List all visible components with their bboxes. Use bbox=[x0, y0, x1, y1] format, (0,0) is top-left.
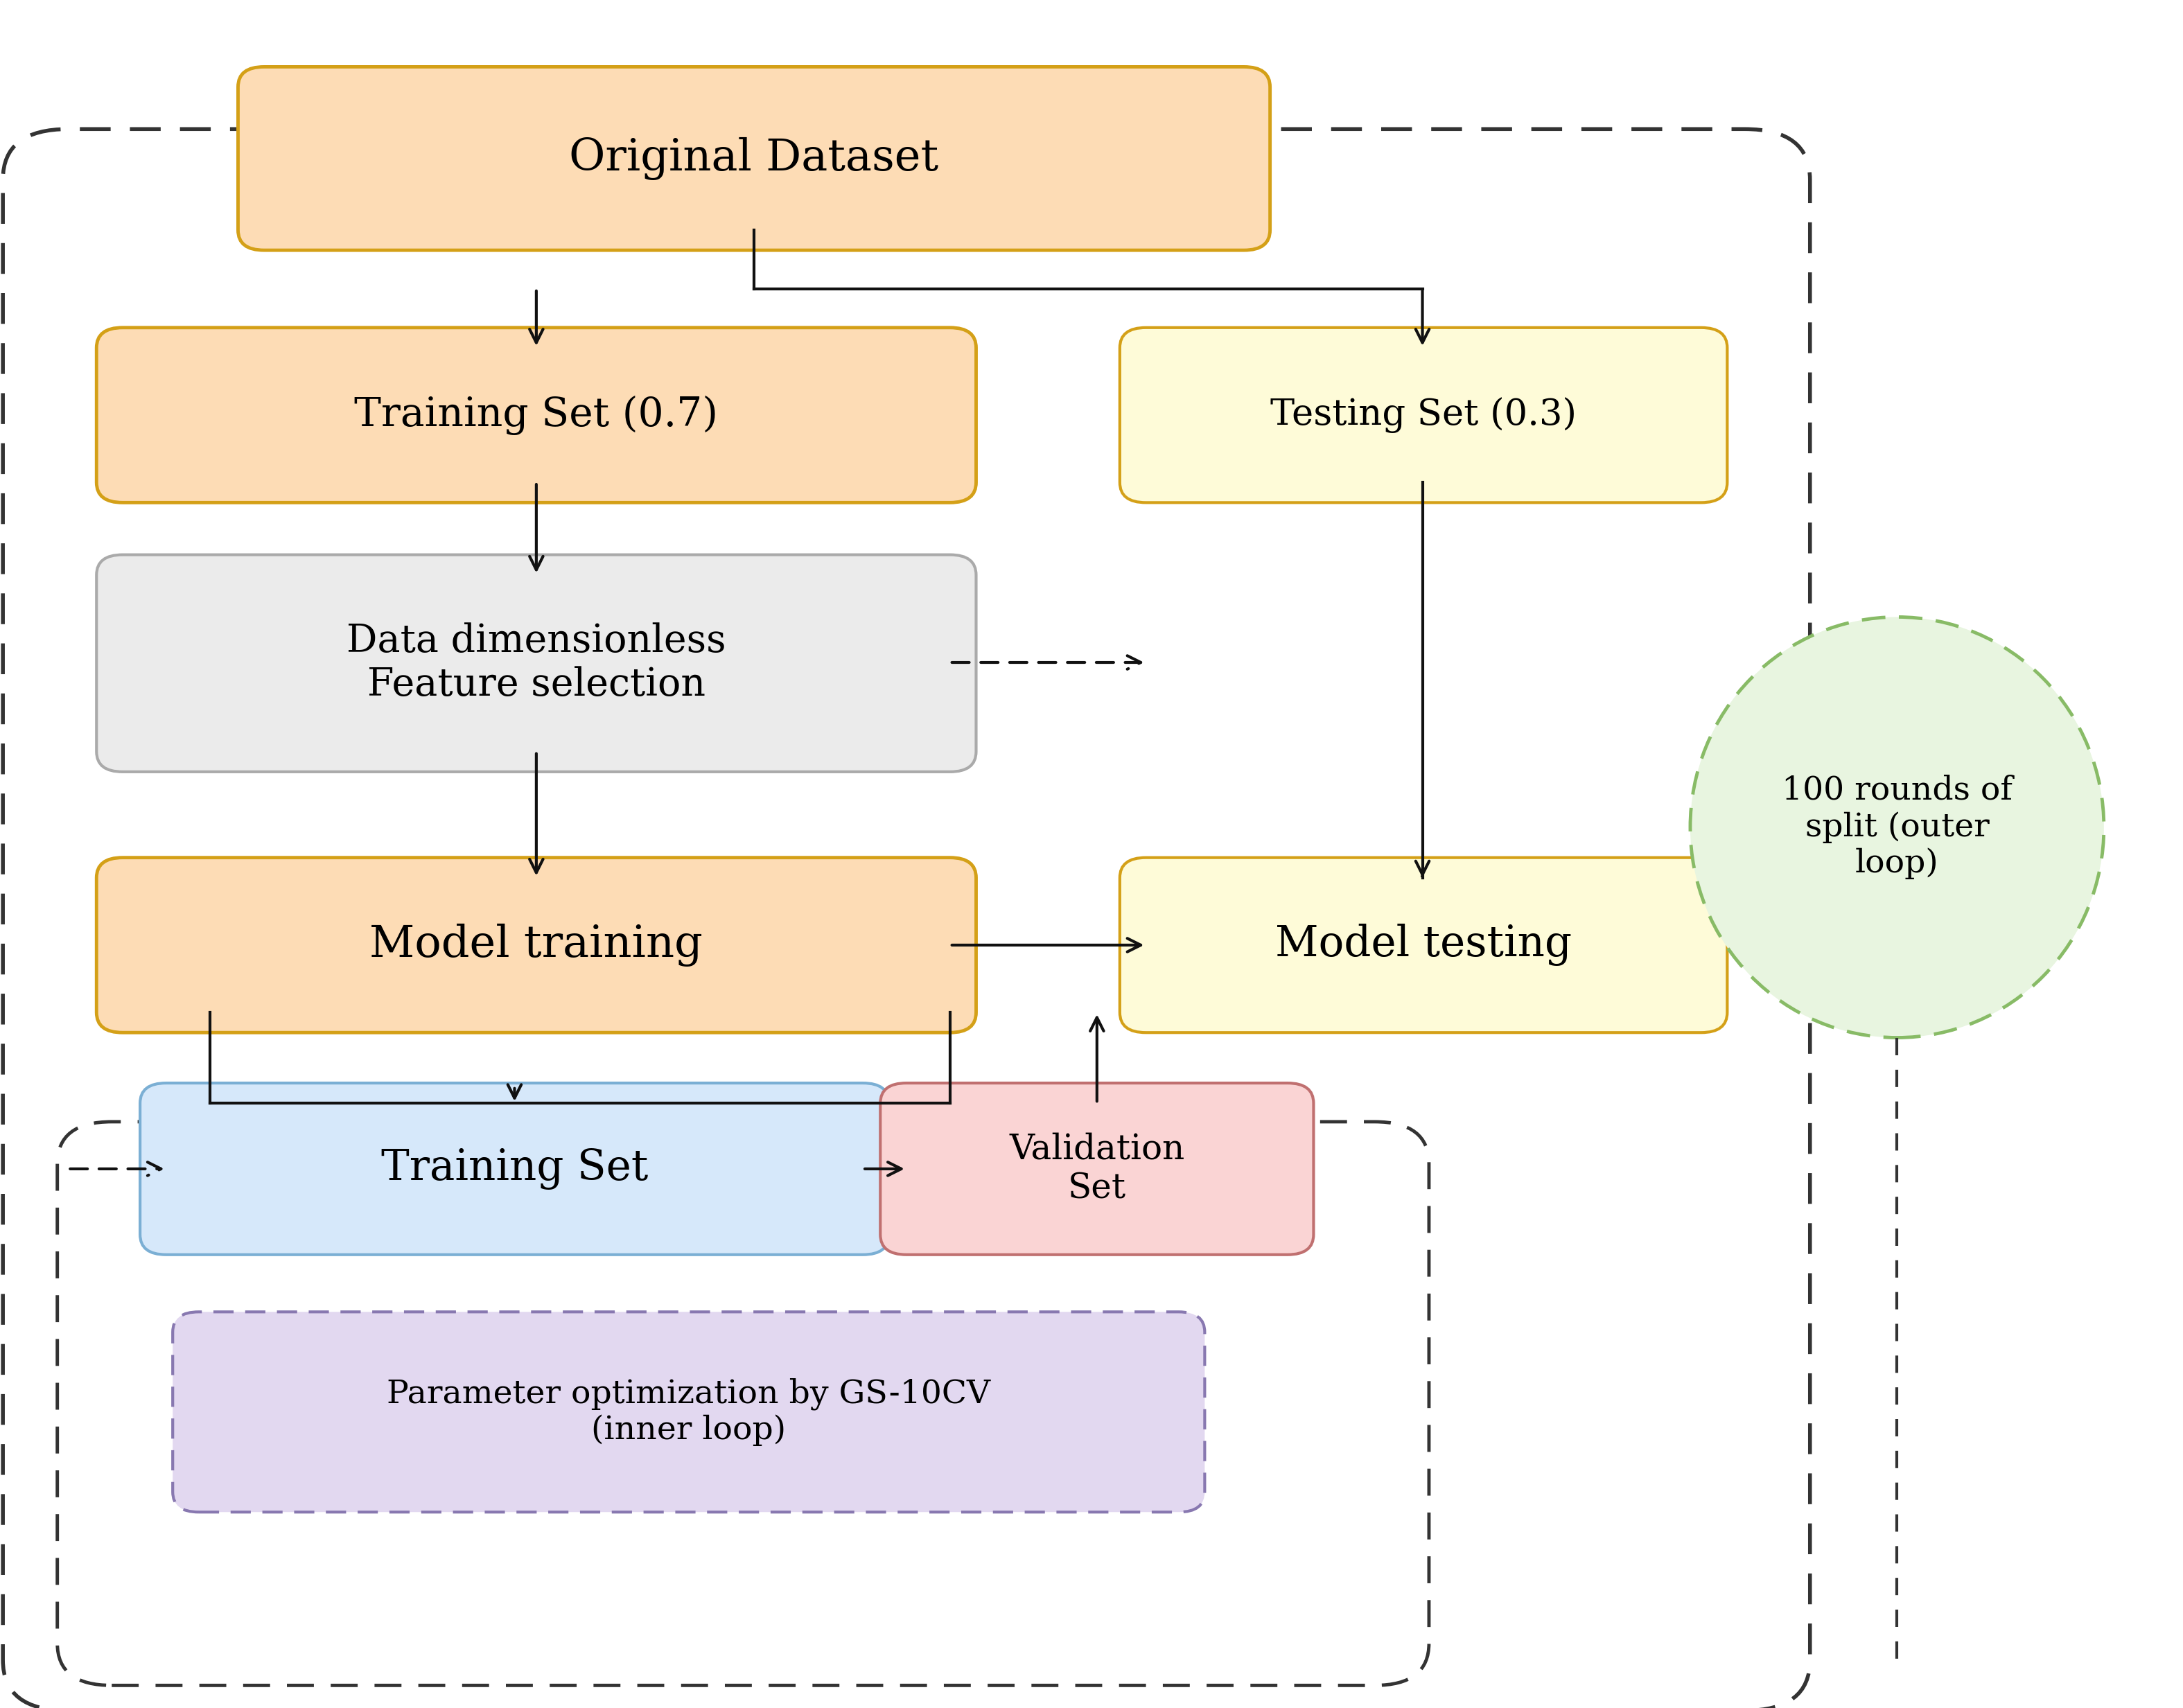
FancyBboxPatch shape bbox=[1120, 857, 1727, 1033]
Text: 100 rounds of
split (outer
loop): 100 rounds of split (outer loop) bbox=[1781, 775, 2013, 880]
Text: Data dimensionless
Feature selection: Data dimensionless Feature selection bbox=[347, 622, 727, 704]
Text: Model training: Model training bbox=[369, 924, 703, 967]
Text: Testing Set (0.3): Testing Set (0.3) bbox=[1271, 398, 1576, 434]
FancyBboxPatch shape bbox=[880, 1083, 1314, 1255]
Text: Original Dataset: Original Dataset bbox=[570, 137, 939, 179]
Text: Training Set (0.7): Training Set (0.7) bbox=[354, 395, 718, 436]
Text: Model testing: Model testing bbox=[1275, 924, 1572, 967]
FancyBboxPatch shape bbox=[172, 1312, 1205, 1512]
FancyBboxPatch shape bbox=[96, 328, 976, 502]
FancyBboxPatch shape bbox=[238, 67, 1271, 249]
FancyBboxPatch shape bbox=[96, 555, 976, 772]
FancyBboxPatch shape bbox=[96, 857, 976, 1033]
Text: Validation
Set: Validation Set bbox=[1009, 1132, 1185, 1206]
Text: Parameter optimization by GS-10CV
(inner loop): Parameter optimization by GS-10CV (inner… bbox=[386, 1378, 991, 1447]
Text: Training Set: Training Set bbox=[382, 1148, 648, 1190]
Ellipse shape bbox=[1690, 617, 2104, 1038]
FancyBboxPatch shape bbox=[140, 1083, 888, 1255]
FancyBboxPatch shape bbox=[1120, 328, 1727, 502]
